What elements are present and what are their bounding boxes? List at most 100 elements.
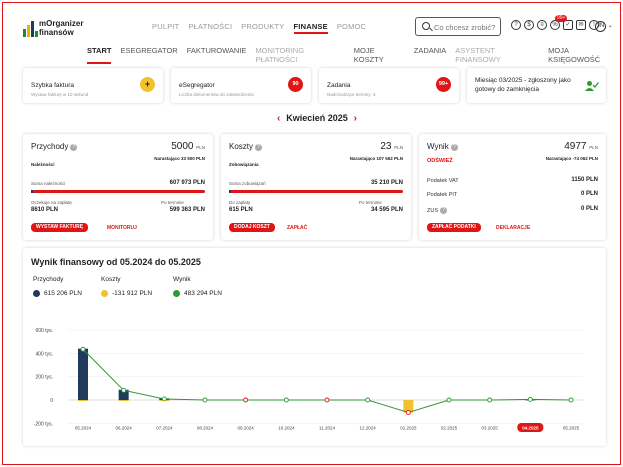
- y-tick-label: 200 tys.: [35, 375, 53, 381]
- tax-row-label: Podatek VAT: [427, 178, 459, 184]
- left-value: 8610 PLN: [31, 207, 59, 213]
- subnav-zadania[interactable]: ZADANIA: [413, 46, 447, 55]
- subnav-fakturowanie[interactable]: FAKTUROWANIE: [186, 46, 247, 55]
- tax-row-value: 1150 PLN: [571, 177, 598, 183]
- help-icon[interactable]: ?: [450, 144, 458, 151]
- quick-card-tasks[interactable]: Zadania Nadchodzące terminy: 3 99+: [319, 68, 459, 103]
- point-wynik: [527, 396, 533, 402]
- x-tick-label: 10.2024: [278, 426, 295, 431]
- right-value: 34 595 PLN: [370, 207, 403, 213]
- active-month-badge: [517, 423, 544, 432]
- point-wynik: [80, 346, 86, 352]
- quick-card-subtitle: Wystaw fakturę w 10 sekund: [31, 92, 89, 97]
- quick-card-title: Szybka faktura: [31, 82, 74, 89]
- tax-row-value: 0 PLN: [580, 191, 598, 197]
- card-title: Wynik?: [427, 142, 458, 151]
- card-subtitle: Zobowiązania: [229, 162, 259, 167]
- point-wynik: [365, 397, 371, 403]
- card-cumulative: Narastająco -74 062 PLN: [545, 156, 598, 161]
- declarations-link[interactable]: DEKLARACJE: [496, 225, 531, 231]
- chevron-down-icon: ⌄: [607, 23, 613, 29]
- subnav-start[interactable]: START: [87, 46, 112, 64]
- card-title: Przychody?: [31, 142, 78, 151]
- topnav-pomoc[interactable]: POMOC: [336, 22, 367, 31]
- bar-koszty: [78, 400, 88, 401]
- quick-card-invoice[interactable]: Szybka faktura Wystaw fakturę w 10 sekun…: [23, 68, 163, 103]
- help-icon[interactable]: ?: [70, 144, 78, 151]
- chevron-left-icon[interactable]: ‹: [277, 113, 281, 124]
- plus-icon[interactable]: +: [140, 77, 155, 92]
- subnav-ksiegowosc[interactable]: MOJA KSIĘGOWOŚĆ: [548, 46, 601, 64]
- topnav-pulpit[interactable]: PULPIT: [152, 22, 180, 31]
- help-icon[interactable]: ?: [255, 144, 263, 151]
- mail-icon[interactable]: ✉: [576, 20, 586, 30]
- subnav-monitoring[interactable]: MONITORING PŁATNOŚCI: [255, 46, 305, 64]
- legend-dot: [33, 290, 40, 297]
- search-input[interactable]: [434, 21, 498, 33]
- subnav-asystent[interactable]: ASYSTENT FINANSOWY: [455, 46, 501, 64]
- sum-label: Suma zobowiązań: [229, 181, 266, 186]
- x-tick-label: 08.2024: [197, 426, 214, 431]
- right-label: Po terminie: [359, 200, 382, 205]
- x-tick-label: 06.2024: [116, 426, 133, 431]
- monitor-link[interactable]: MONITORUJ: [107, 225, 137, 231]
- top-nav: PULPIT PŁATNOŚCI PRODUKTY FINANSE POMOC: [152, 22, 366, 34]
- x-tick-label: 07.2024: [156, 426, 173, 431]
- quick-card-subtitle: Liczba dokumentów do zatwierdzenia: [179, 92, 254, 97]
- month-status-text: Miesiąc 03/2025 - zgłoszony jako gotowy …: [475, 77, 571, 93]
- avatar: JN: [595, 21, 606, 32]
- left-label: Oczekuje na zapłatę: [31, 200, 72, 205]
- x-tick-label: 04.2025: [522, 426, 539, 431]
- point-wynik: [243, 397, 249, 403]
- quick-card-esegregator[interactable]: eSegregator Liczba dokumentów do zatwier…: [171, 68, 311, 103]
- quick-card-title: eSegregator: [179, 82, 215, 89]
- user-menu[interactable]: JN ⌄: [595, 21, 613, 32]
- card-amount: 4977 PLN: [564, 141, 598, 152]
- right-value: 599 363 PLN: [169, 207, 205, 213]
- left-value: 615 PLN: [229, 207, 253, 213]
- user-check-icon: [585, 81, 599, 91]
- search-icon: [422, 22, 430, 30]
- line-wynik: [82, 348, 572, 414]
- period-label: Kwiecień 2025: [286, 113, 348, 123]
- add-cost-button[interactable]: DODAJ KOSZT: [229, 223, 275, 232]
- quick-card-title: Zadania: [327, 82, 351, 89]
- list-icon[interactable]: ≡: [537, 20, 547, 30]
- legend-dot: [173, 290, 180, 297]
- x-tick-label: 09.2024: [238, 426, 255, 431]
- search-box[interactable]: [415, 17, 501, 36]
- subnav-esegregator[interactable]: ESEGREGATOR: [120, 46, 178, 55]
- point-wynik: [121, 387, 127, 393]
- bar-koszty: [118, 400, 129, 401]
- legend-total: -131 912 PLN: [112, 290, 153, 297]
- subnav-moje-koszty[interactable]: MOJE KOSZTY: [353, 46, 384, 64]
- topnav-platnosci[interactable]: PŁATNOŚCI: [188, 22, 233, 31]
- pay-link[interactable]: ZAPŁAĆ: [287, 225, 308, 231]
- card-cumulative: Narastająco 107 562 PLN: [349, 156, 403, 161]
- topnav-produkty[interactable]: PRODUKTY: [241, 22, 285, 31]
- point-wynik: [324, 397, 330, 403]
- point-wynik: [161, 396, 167, 402]
- y-tick-label: 400 tys.: [35, 351, 53, 357]
- left-label: Do zapłaty: [229, 200, 251, 205]
- issue-invoice-button[interactable]: WYSTAW FAKTURĘ: [31, 223, 89, 232]
- legend-name: Koszty: [101, 276, 121, 283]
- legend-name: Przychody: [33, 276, 64, 283]
- help-icon[interactable]: ?: [511, 20, 521, 30]
- refresh-link[interactable]: ODŚWIEŻ: [427, 158, 453, 164]
- card-cumulative: Narastająco 33 500 PLN: [154, 156, 205, 161]
- chevron-right-icon[interactable]: ›: [353, 113, 357, 124]
- period-selector: ‹ Kwiecień 2025 ›: [277, 113, 357, 124]
- help-icon[interactable]: ?: [440, 207, 447, 214]
- bar-koszty: [403, 400, 414, 413]
- topnav-finanse[interactable]: FINANSE: [293, 22, 328, 34]
- money-icon[interactable]: $: [524, 20, 534, 30]
- card-amount: 23 PLN: [380, 141, 403, 152]
- bar-przychody: [118, 389, 129, 400]
- logo-icon: [23, 19, 38, 37]
- brand-logo[interactable]: mOrganizer finansów: [23, 17, 103, 41]
- pay-taxes-button[interactable]: ZAPŁAĆ PODATKI: [427, 223, 481, 232]
- notification-icon[interactable]: ✓: [563, 20, 573, 30]
- card-przychody: Przychody? 5000 PLN Narastająco 33 500 P…: [23, 134, 213, 240]
- month-status-card: Miesiąc 03/2025 - zgłoszony jako gotowy …: [467, 68, 606, 103]
